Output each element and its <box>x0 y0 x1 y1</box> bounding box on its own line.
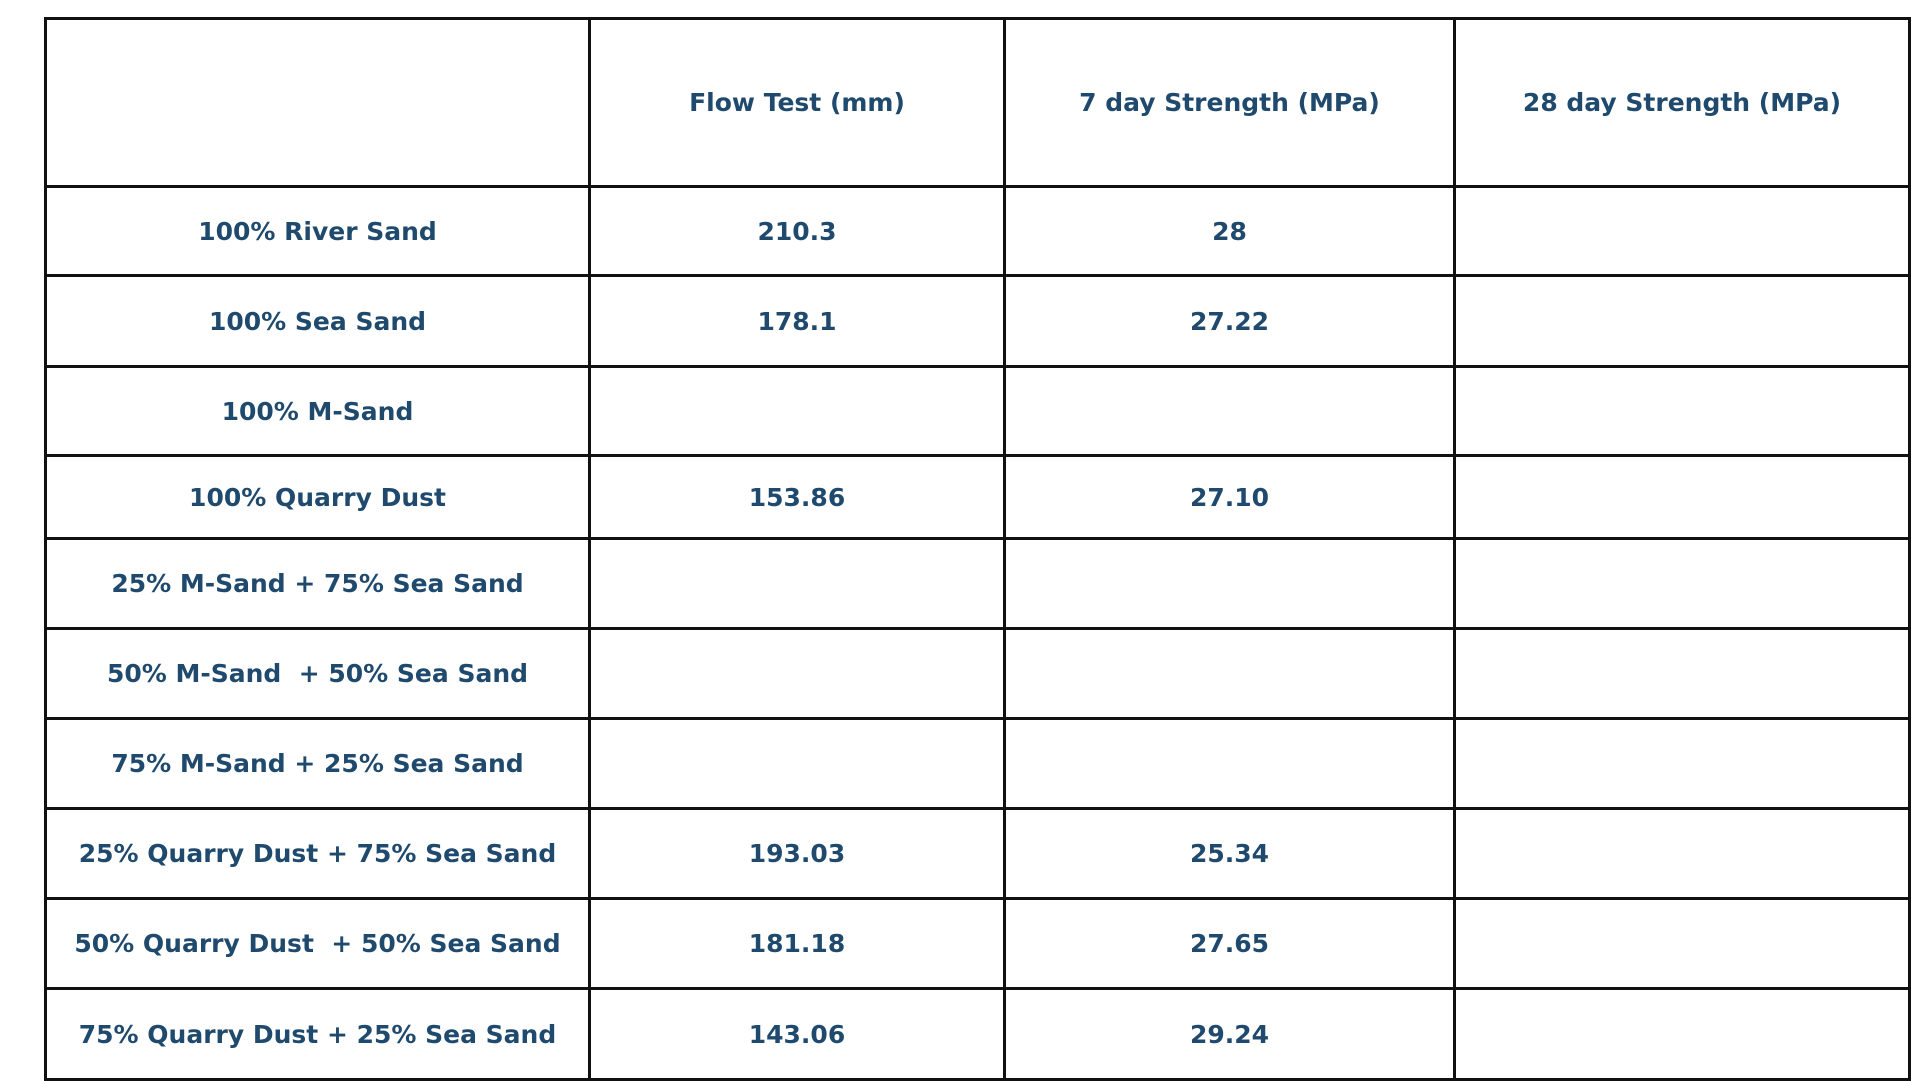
table-body: 100% River Sand 210.3 28 100% Sea Sand 1… <box>44 185 1911 1081</box>
strength-7-day-cell <box>1003 627 1456 720</box>
table-row: 25% Quarry Dust + 75% Sea Sand 193.03 25… <box>44 807 1911 900</box>
mix-cell: 75% Quarry Dust + 25% Sea Sand <box>44 987 591 1081</box>
header-cell-7-day-strength: 7 day Strength (MPa) <box>1003 17 1456 188</box>
mix-cell: 25% Quarry Dust + 75% Sea Sand <box>44 807 591 900</box>
table-row: 50% M-Sand + 50% Sea Sand <box>44 627 1911 720</box>
header-cell-flow-test: Flow Test (mm) <box>588 17 1006 188</box>
strength-7-day-cell: 29.24 <box>1003 987 1456 1081</box>
table-row: 100% River Sand 210.3 28 <box>44 185 1911 277</box>
strength-7-day-cell: 25.34 <box>1003 807 1456 900</box>
strength-28-day-cell <box>1453 717 1911 810</box>
header-cell-28-day-strength: 28 day Strength (MPa) <box>1453 17 1911 188</box>
flow-cell: 143.06 <box>588 987 1006 1081</box>
strength-7-day-cell <box>1003 537 1456 630</box>
table-row: 25% M-Sand + 75% Sea Sand <box>44 537 1911 630</box>
mix-cell: 25% M-Sand + 75% Sea Sand <box>44 537 591 630</box>
strength-7-day-cell: 27.22 <box>1003 274 1456 368</box>
strength-28-day-cell <box>1453 537 1911 630</box>
mix-cell: 50% M-Sand + 50% Sea Sand <box>44 627 591 720</box>
strength-28-day-cell <box>1453 274 1911 368</box>
mix-cell: 100% River Sand <box>44 185 591 277</box>
strength-28-day-cell <box>1453 365 1911 457</box>
strength-7-day-cell: 27.65 <box>1003 897 1456 990</box>
table-row: 75% M-Sand + 25% Sea Sand <box>44 717 1911 810</box>
strength-28-day-cell <box>1453 185 1911 277</box>
flow-cell <box>588 717 1006 810</box>
strength-7-day-cell: 27.10 <box>1003 454 1456 540</box>
flow-cell <box>588 627 1006 720</box>
table-header: Flow Test (mm) 7 day Strength (MPa) 28 d… <box>44 17 1911 188</box>
flow-cell <box>588 365 1006 457</box>
strength-28-day-cell <box>1453 807 1911 900</box>
strength-7-day-cell <box>1003 717 1456 810</box>
mix-cell: 100% Quarry Dust <box>44 454 591 540</box>
strength-28-day-cell <box>1453 454 1911 540</box>
table-row: 100% Quarry Dust 153.86 27.10 <box>44 454 1911 540</box>
table-row: 100% Sea Sand 178.1 27.22 <box>44 274 1911 368</box>
header-cell-mix <box>44 17 591 188</box>
flow-cell: 153.86 <box>588 454 1006 540</box>
mix-cell: 100% Sea Sand <box>44 274 591 368</box>
results-sheet: Flow Test (mm) 7 day Strength (MPa) 28 d… <box>44 17 1911 1081</box>
table-row: 100% M-Sand <box>44 365 1911 457</box>
strength-7-day-cell <box>1003 365 1456 457</box>
strength-28-day-cell <box>1453 627 1911 720</box>
strength-28-day-cell <box>1453 987 1911 1081</box>
flow-cell: 181.18 <box>588 897 1006 990</box>
mix-cell: 50% Quarry Dust + 50% Sea Sand <box>44 897 591 990</box>
strength-7-day-cell: 28 <box>1003 185 1456 277</box>
results-table: Flow Test (mm) 7 day Strength (MPa) 28 d… <box>44 17 1911 1081</box>
mix-cell: 75% M-Sand + 25% Sea Sand <box>44 717 591 810</box>
flow-cell <box>588 537 1006 630</box>
strength-28-day-cell <box>1453 897 1911 990</box>
flow-cell: 178.1 <box>588 274 1006 368</box>
flow-cell: 193.03 <box>588 807 1006 900</box>
header-row: Flow Test (mm) 7 day Strength (MPa) 28 d… <box>44 17 1911 188</box>
table-row: 50% Quarry Dust + 50% Sea Sand 181.18 27… <box>44 897 1911 990</box>
table-row: 75% Quarry Dust + 25% Sea Sand 143.06 29… <box>44 987 1911 1081</box>
mix-cell: 100% M-Sand <box>44 365 591 457</box>
flow-cell: 210.3 <box>588 185 1006 277</box>
